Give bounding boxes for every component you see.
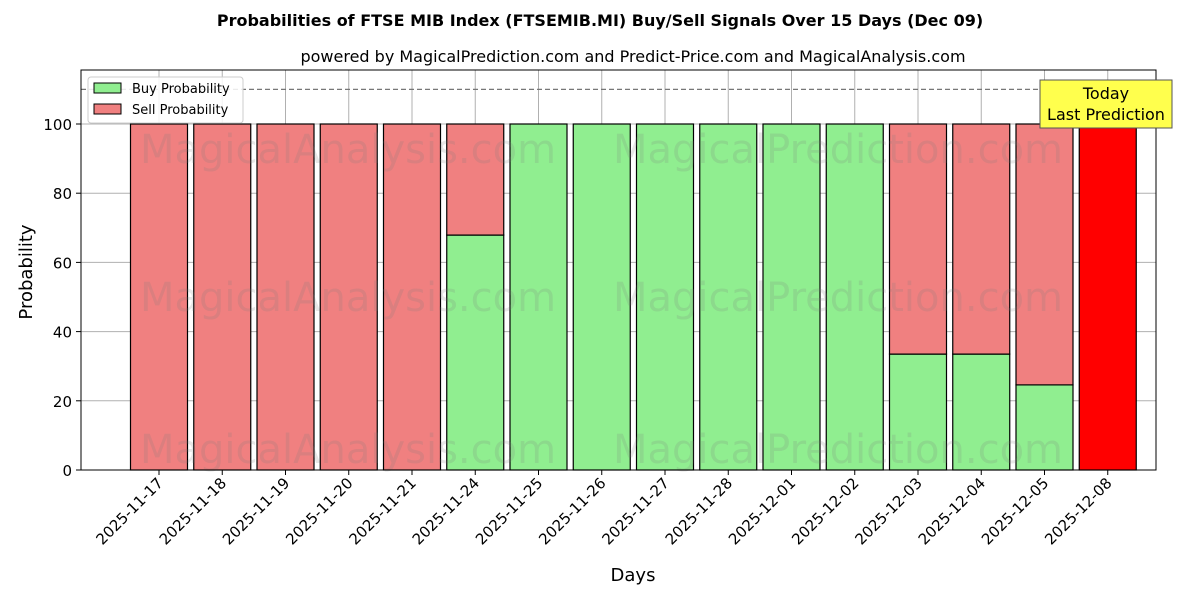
y-tick-label: 100 bbox=[43, 116, 72, 134]
bar-sell bbox=[952, 123, 1011, 355]
x-axis-label: Days bbox=[611, 565, 656, 586]
bar-sell bbox=[1078, 123, 1137, 471]
bar-sell bbox=[256, 123, 315, 471]
bar-sell bbox=[1015, 123, 1074, 386]
annotation-line2: Last Prediction bbox=[1047, 105, 1165, 124]
x-tick-label: 2025-11-27 bbox=[598, 474, 672, 548]
annotation-line1: Today bbox=[1082, 84, 1129, 103]
y-tick-label: 20 bbox=[53, 393, 72, 411]
x-tick-label: 2025-12-03 bbox=[851, 474, 925, 548]
bar-buy bbox=[825, 123, 884, 471]
bar-buy bbox=[509, 123, 568, 471]
watermark: MagicalPrediction.com bbox=[613, 127, 1063, 173]
y-axis-label: Probability bbox=[16, 224, 37, 319]
x-tick-label: 2025-12-05 bbox=[978, 474, 1052, 548]
bar-buy bbox=[888, 353, 948, 471]
legend-label: Buy Probability bbox=[132, 82, 230, 97]
chart-title: Probabilities of FTSE MIB Index (FTSEMIB… bbox=[217, 11, 983, 30]
bar-buy bbox=[952, 353, 1011, 471]
today-annotation bbox=[1039, 79, 1173, 129]
y-tick-label: 0 bbox=[62, 462, 72, 480]
bar-buy bbox=[635, 123, 695, 471]
bar-sell bbox=[446, 123, 505, 236]
legend bbox=[87, 76, 244, 124]
bar-buy bbox=[1015, 384, 1074, 471]
x-tick-label: 2025-11-21 bbox=[345, 474, 419, 548]
x-tick-label: 2025-11-17 bbox=[92, 474, 166, 548]
watermark: MagicalAnalysis.com bbox=[140, 427, 556, 473]
bar-sell bbox=[382, 123, 442, 471]
watermark: MagicalAnalysis.com bbox=[140, 127, 556, 173]
x-tick-label: 2025-11-18 bbox=[156, 474, 230, 548]
bar-sell bbox=[888, 123, 948, 355]
y-tick-label: 40 bbox=[53, 324, 72, 342]
bar-buy bbox=[699, 123, 758, 471]
x-tick-label: 2025-12-08 bbox=[1041, 474, 1115, 548]
bar-sell bbox=[319, 123, 378, 471]
x-tick-label: 2025-11-25 bbox=[472, 474, 546, 548]
plot-frame bbox=[80, 69, 1157, 471]
watermark: MagicalAnalysis.com bbox=[140, 275, 556, 321]
legend-label: Sell Probability bbox=[132, 103, 229, 118]
x-tick-label: 2025-11-19 bbox=[219, 474, 293, 548]
x-tick-label: 2025-11-24 bbox=[409, 474, 483, 548]
bar-buy bbox=[762, 123, 821, 471]
legend-swatch bbox=[93, 82, 122, 94]
x-tick-label: 2025-12-02 bbox=[788, 474, 862, 548]
x-tick-label: 2025-11-20 bbox=[282, 474, 356, 548]
x-tick-label: 2025-11-26 bbox=[535, 474, 609, 548]
y-tick-label: 60 bbox=[53, 254, 72, 272]
bar-buy bbox=[446, 234, 505, 471]
watermark: MagicalPrediction.com bbox=[613, 275, 1063, 321]
x-tick-label: 2025-11-28 bbox=[662, 474, 736, 548]
x-tick-label: 2025-12-01 bbox=[725, 474, 799, 548]
x-tick-label: 2025-12-04 bbox=[915, 474, 989, 548]
watermark: MagicalPrediction.com bbox=[613, 427, 1063, 473]
legend-swatch bbox=[93, 103, 122, 115]
chart-subtitle: powered by MagicalPrediction.com and Pre… bbox=[300, 47, 965, 66]
y-tick-label: 80 bbox=[53, 185, 72, 203]
bar-buy bbox=[572, 123, 631, 471]
